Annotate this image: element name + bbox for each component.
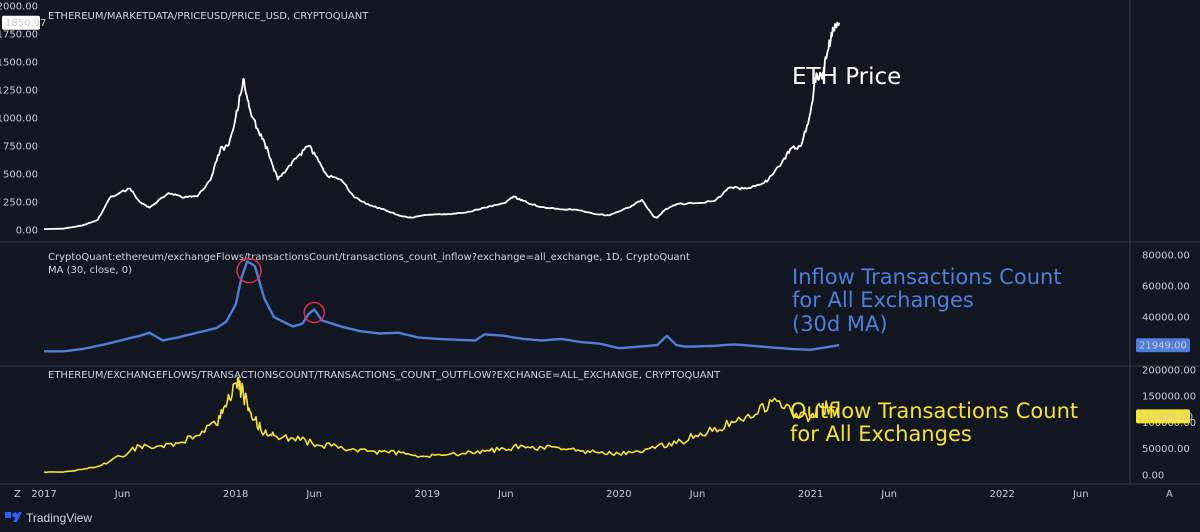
x-tick-label: Jun: [114, 489, 131, 500]
inflow-annotation-line-3: (30d MA): [792, 312, 888, 336]
x-tick-label: Jun: [305, 489, 322, 500]
y-tick-label: 750.00: [3, 142, 38, 153]
inflow-last-value: 21949.00: [1139, 341, 1187, 352]
price-last-value: 1850.97: [5, 18, 46, 29]
inflow-annotation-line-2: for All Exchanges: [792, 288, 974, 312]
price-pane[interactable]: ETHEREUM/MARKETDATA/PRICEUSD/PRICE_USD, …: [0, 2, 901, 237]
x-tick-label: Jun: [1072, 489, 1089, 500]
y-tick-label: 1500.00: [0, 58, 38, 69]
inflow-pane-subtitle: MA (30, close, 0): [48, 265, 132, 276]
y-tick-label: 2000.00: [0, 2, 38, 13]
tradingview-logo[interactable]: TradingView: [5, 511, 92, 525]
y-tick-label: 0.00: [16, 226, 38, 237]
outflow-annotation-line-2: for All Exchanges: [790, 422, 972, 446]
eth-price-annotation: ETH Price: [792, 64, 901, 90]
inflow-annotation-line-1: Inflow Transactions Count: [792, 265, 1062, 289]
y-tick-label: 1000.00: [0, 114, 38, 125]
inflow-ma-series-line[interactable]: [44, 260, 840, 353]
x-tick-label: 2018: [223, 489, 248, 500]
outflow-last-value-badge: 111426.00: [1136, 409, 1193, 424]
tradingview-logo-text: TradingView: [26, 511, 92, 525]
y-tick-label: 60000.00: [1142, 282, 1190, 293]
inflow-last-value-badge: 21949.00: [1136, 338, 1190, 353]
outflow-last-value: 111426.00: [1139, 412, 1193, 423]
x-tick-label: Jun: [689, 489, 706, 500]
y-tick-label: 0.00: [1142, 470, 1164, 481]
inflow-pane-title: CryptoQuant:ethereum/exchangeFlows/trans…: [48, 252, 690, 263]
y-tick-label: 80000.00: [1142, 251, 1190, 262]
y-tick-label: 150000.00: [1142, 392, 1196, 403]
price-last-value-badge: 1850.97: [2, 15, 46, 30]
x-tick-label: 2021: [798, 489, 823, 500]
price-pane-title: ETHEREUM/MARKETDATA/PRICEUSD/PRICE_USD, …: [48, 11, 369, 22]
outflow-pane[interactable]: ETHEREUM/EXCHANGEFLOWS/TRANSACTIONSCOUNT…: [43, 366, 1196, 482]
x-tick-label: 2019: [415, 489, 440, 500]
time-axis-left-corner-label[interactable]: Z: [14, 489, 21, 500]
inflow-peak-highlight-circle: [236, 257, 262, 284]
tradingview-logo-icon: [5, 512, 22, 522]
y-tick-label: 250.00: [3, 198, 38, 209]
outflow-pane-title: ETHEREUM/EXCHANGEFLOWS/TRANSACTIONSCOUNT…: [48, 370, 721, 381]
time-axis-right-corner-label[interactable]: A: [1166, 489, 1173, 500]
x-tick-label: Jun: [497, 489, 514, 500]
inflow-secondary-peak-highlight-circle: [303, 301, 325, 324]
y-tick-label: 50000.00: [1142, 444, 1190, 455]
x-tick-label: Jun: [880, 489, 897, 500]
y-tick-label: 40000.00: [1142, 313, 1190, 324]
time-axis[interactable]: 2017 Jun 2018 Jun 2019 Jun 2020 Jun 2021 Jun 2022 J…: [31, 489, 1088, 500]
price-y-ticks: 0.00 250.00 500.00 750.00 1000.00 1250.00 1500…: [0, 2, 38, 237]
y-tick-label: 500.00: [3, 170, 38, 181]
inflow-pane[interactable]: CryptoQuant:ethereum/exchangeFlows/trans…: [44, 251, 1190, 355]
outflow-annotation-line-1: Outflow Transactions Count: [790, 399, 1078, 423]
x-tick-label: 2022: [989, 489, 1014, 500]
y-tick-label: 1750.00: [0, 30, 38, 41]
eth-price-series-line[interactable]: [44, 21, 841, 230]
y-tick-label: 200000.00: [1142, 366, 1196, 377]
outflow-series-line[interactable]: [43, 376, 840, 474]
y-tick-label: 1250.00: [0, 86, 38, 97]
x-tick-label: 2020: [606, 489, 631, 500]
x-tick-label: 2017: [31, 489, 56, 500]
